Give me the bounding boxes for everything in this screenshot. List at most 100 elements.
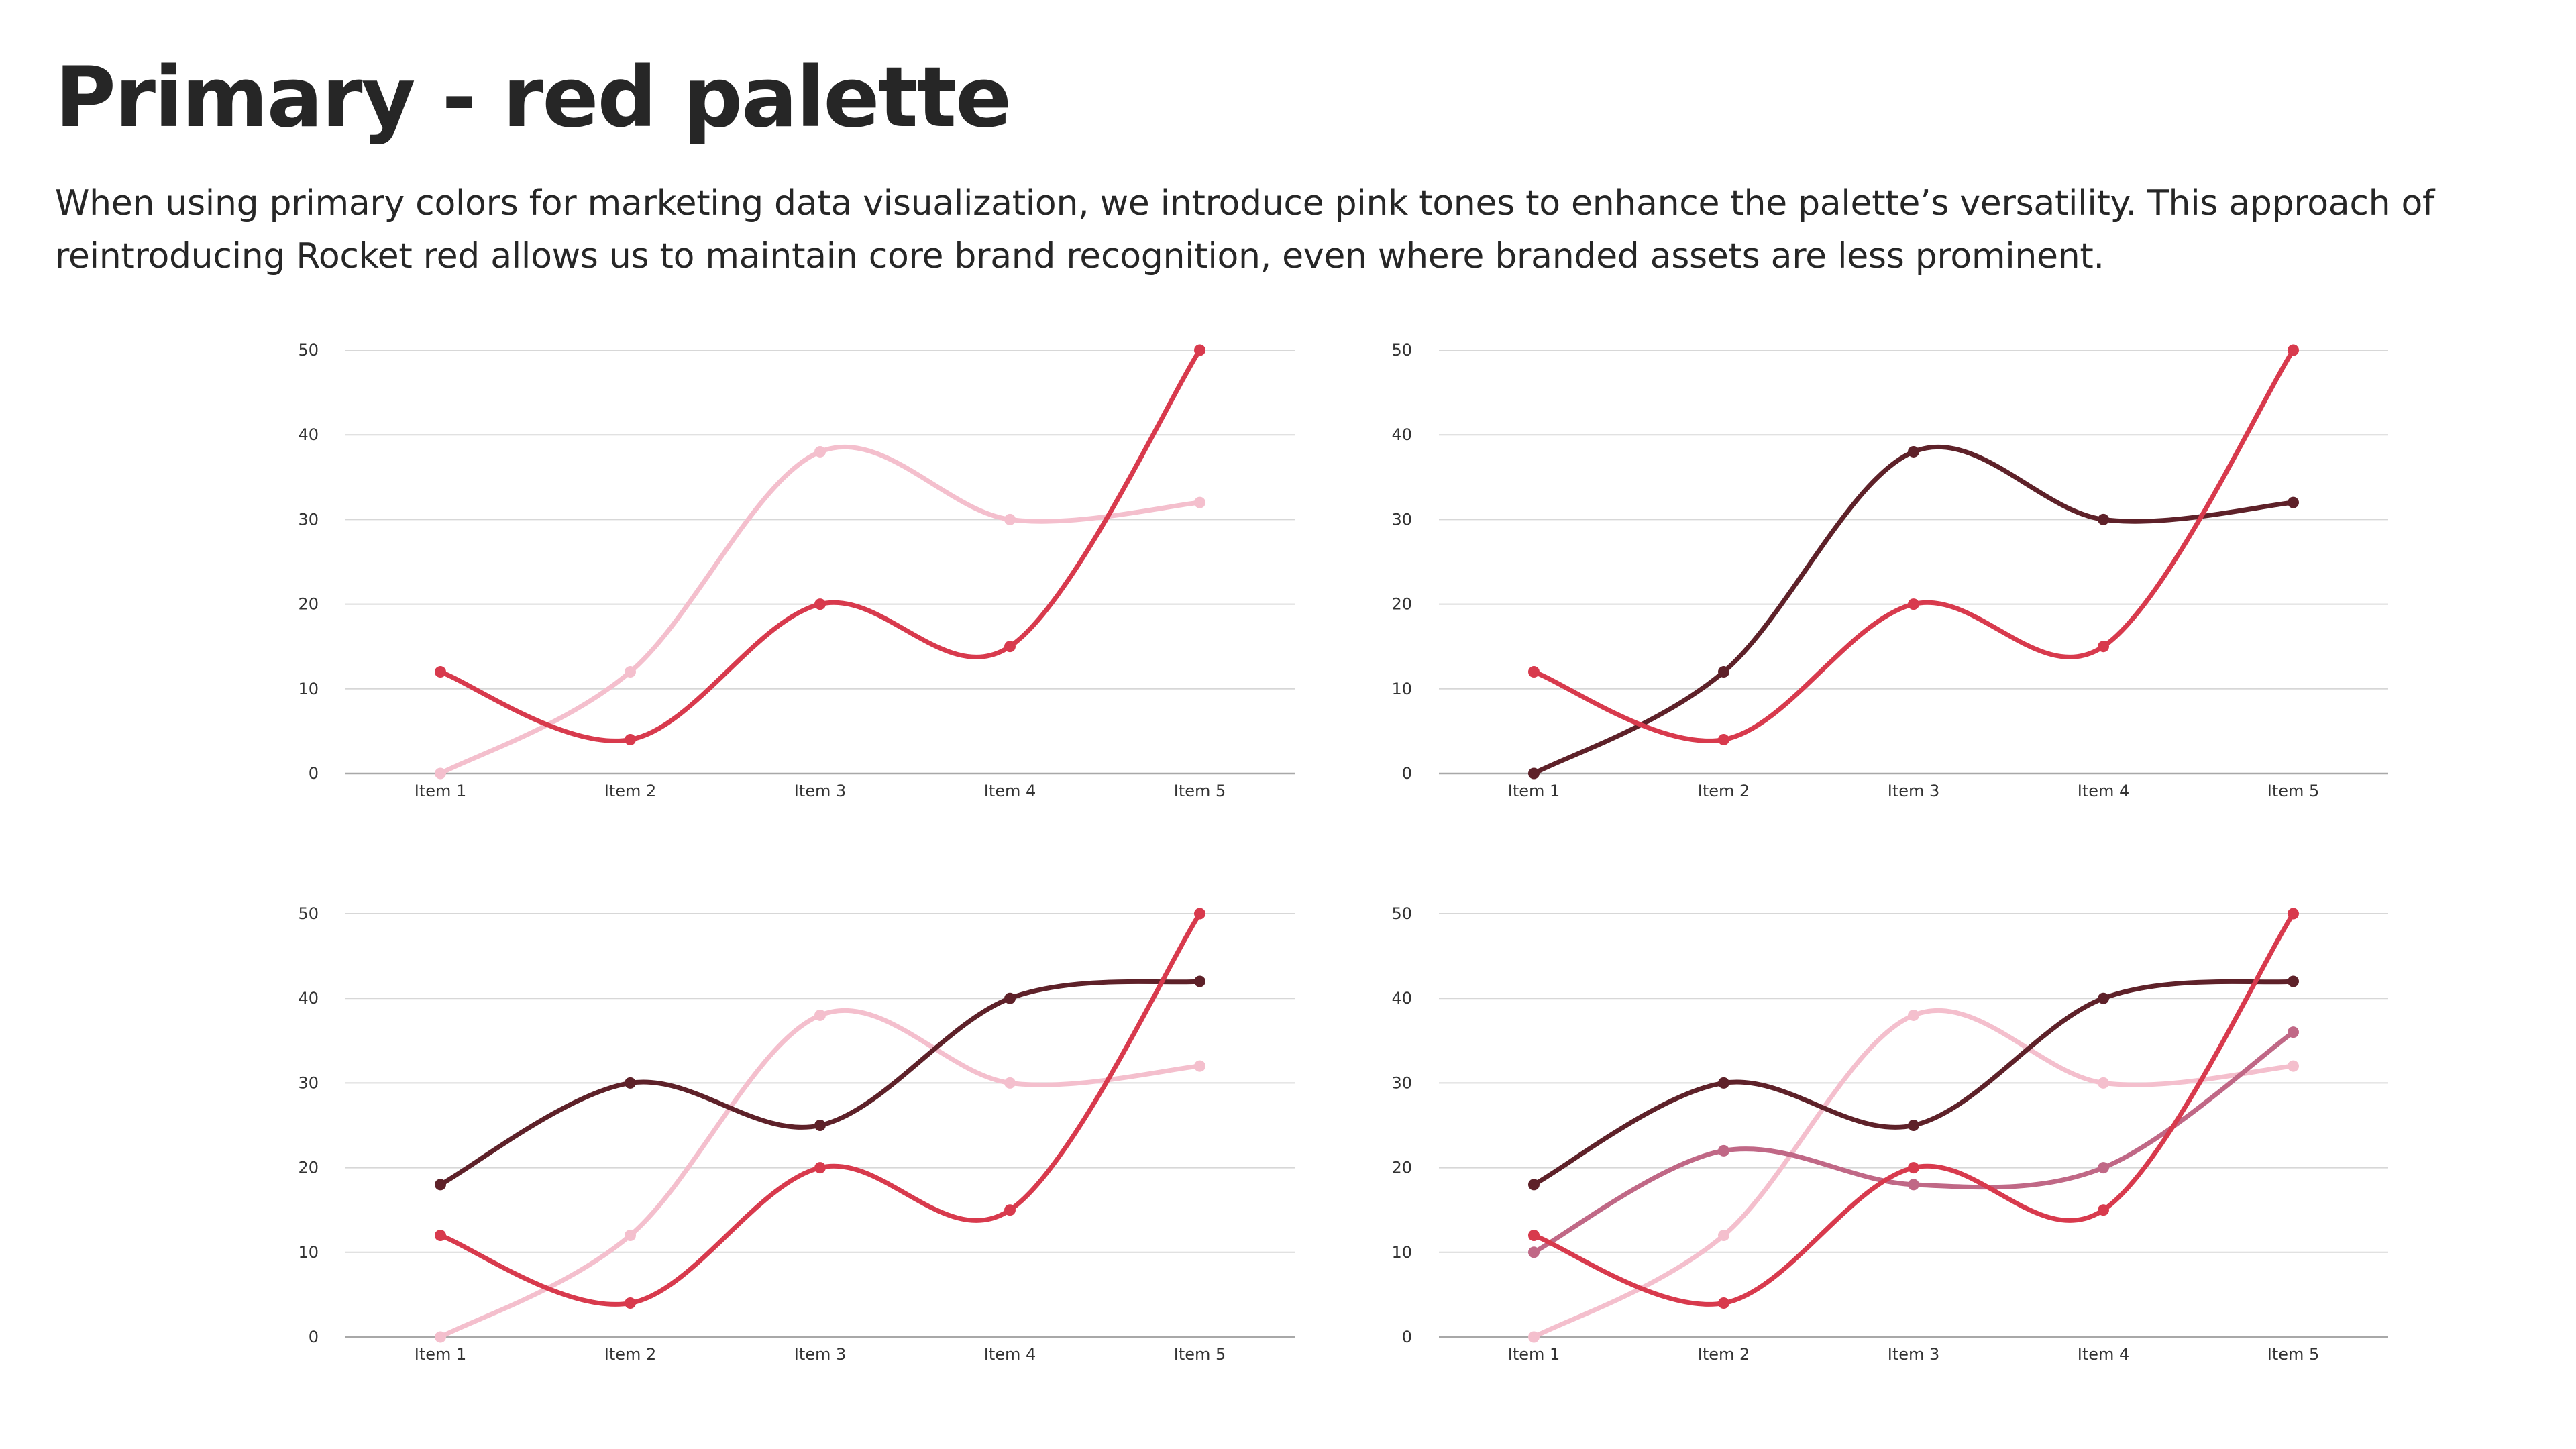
data-point [1194, 1060, 1205, 1072]
data-point [625, 666, 636, 678]
data-point [1528, 767, 1540, 780]
line-chart-4-svg: 0 10 20 30 40 50 Item 1 Item 2 Item 3 Item 4 Item … [1391, 904, 2388, 1364]
data-point [1908, 1179, 1919, 1191]
series-line-1 [438, 445, 1202, 776]
data-point [814, 1009, 826, 1021]
series-line-2 [438, 347, 1202, 743]
data-point [1194, 975, 1205, 987]
y-tick-label: 40 [1391, 989, 1412, 1008]
data-point [1908, 1120, 1919, 1131]
data-point [1194, 344, 1205, 356]
y-tick-label: 10 [298, 1243, 319, 1262]
x-tick-label: Item 1 [415, 1345, 467, 1364]
data-point [1718, 1230, 1729, 1242]
data-point [1718, 1144, 1729, 1157]
x-tick-label: Item 5 [2267, 782, 2320, 800]
data-point [435, 1179, 446, 1191]
data-point [2098, 1077, 2109, 1089]
data-point [2098, 1204, 2109, 1216]
y-tick-label: 40 [298, 989, 319, 1008]
line-chart-3-svg: 0 10 20 30 40 50 Item 1 Item 2 Item 3 Item 4 Item … [298, 904, 1295, 1364]
y-tick-label: 50 [298, 341, 319, 360]
data-point [1004, 1204, 1016, 1216]
series-line-1 [438, 1008, 1202, 1340]
y-tick-label: 20 [298, 1159, 319, 1177]
x-tick-label: Item 4 [984, 782, 1036, 800]
y-tick-label: 30 [1391, 1073, 1412, 1092]
x-tick-label: Item 1 [1508, 1345, 1560, 1364]
data-point [625, 1297, 636, 1309]
page-title: Primary - red palette [55, 50, 1012, 146]
series-line-1 [1532, 445, 2296, 776]
y-tick-label: 0 [309, 1328, 319, 1346]
series-line-2 [1532, 347, 2296, 743]
data-point [1004, 992, 1016, 1004]
y-tick-label: 50 [1391, 904, 1412, 923]
data-point [2098, 1162, 2109, 1174]
line-chart-3: 0 10 20 30 40 50 Item 1 Item 2 Item 3 Item 4 Item … [268, 899, 1368, 1395]
x-tick-label: Item 5 [1174, 782, 1226, 800]
data-point [1004, 641, 1016, 653]
x-tick-label: Item 3 [794, 782, 847, 800]
x-tick-label: Item 1 [1508, 782, 1560, 800]
x-tick-label: Item 3 [794, 1345, 847, 1364]
line-chart-4: 0 10 20 30 40 50 Item 1 Item 2 Item 3 Item 4 Item … [1362, 899, 2462, 1395]
y-tick-label: 0 [1402, 1328, 1412, 1346]
x-tick-label: Item 5 [1174, 1345, 1226, 1364]
y-tick-label: 10 [1391, 1243, 1412, 1262]
y-tick-label: 0 [1402, 764, 1412, 783]
data-point [814, 598, 826, 610]
data-point [625, 734, 636, 746]
data-point [1908, 598, 1919, 610]
data-point [1718, 1297, 1729, 1309]
x-tick-label: Item 4 [2078, 782, 2130, 800]
line-chart-2-svg: 0 10 20 30 40 50 Item 1 Item 2 Item 3 Item 4 Item … [1391, 341, 2388, 800]
data-point [435, 666, 446, 678]
data-point [1718, 666, 1729, 678]
y-tick-label: 30 [298, 1073, 319, 1092]
x-tick-label: Item 4 [2078, 1345, 2130, 1364]
x-tick-label: Item 3 [1888, 782, 1940, 800]
data-point [625, 1077, 636, 1089]
y-tick-label: 20 [1391, 1159, 1412, 1177]
series-line-1 [1532, 1008, 2296, 1340]
x-tick-label: Item 2 [1698, 782, 1750, 800]
x-tick-label: Item 2 [604, 782, 657, 800]
data-point [625, 1230, 636, 1242]
line-chart-2: 0 10 20 30 40 50 Item 1 Item 2 Item 3 Item 4 Item … [1362, 335, 2462, 832]
x-tick-label: Item 4 [984, 1345, 1036, 1364]
data-point [814, 1162, 826, 1174]
data-point [1528, 1246, 1540, 1258]
data-point [1528, 1331, 1540, 1343]
data-point [1718, 1077, 1729, 1089]
data-point [1194, 496, 1205, 508]
data-point [2098, 992, 2109, 1004]
data-point [1194, 908, 1205, 920]
data-point [435, 767, 446, 780]
y-tick-label: 10 [298, 680, 319, 698]
y-tick-label: 50 [298, 904, 319, 923]
y-tick-label: 50 [1391, 341, 1412, 360]
data-point [2288, 496, 2299, 508]
data-point [814, 1120, 826, 1131]
data-point [814, 445, 826, 458]
x-tick-label: Item 2 [1698, 1345, 1750, 1364]
x-tick-label: Item 1 [415, 782, 467, 800]
y-tick-label: 0 [309, 764, 319, 783]
data-point [1528, 666, 1540, 678]
data-point [435, 1331, 446, 1343]
y-tick-label: 40 [298, 425, 319, 444]
data-point [1004, 1077, 1016, 1089]
x-tick-label: Item 3 [1888, 1345, 1940, 1364]
line-chart-1-svg: 0 10 20 30 40 50 Item 1 Item 2 Item 3 Item 4 Item … [298, 341, 1295, 800]
data-point [1908, 1009, 1919, 1021]
data-point [2098, 641, 2109, 653]
x-tick-label: Item 5 [2267, 1345, 2320, 1364]
page-description: When using primary colors for marketing … [55, 183, 2435, 276]
data-point [1528, 1179, 1540, 1191]
data-point [1908, 445, 1919, 458]
y-tick-label: 30 [298, 510, 319, 529]
y-tick-label: 20 [1391, 595, 1412, 614]
data-point [2288, 1060, 2299, 1072]
series-line-4 [1532, 911, 2296, 1307]
